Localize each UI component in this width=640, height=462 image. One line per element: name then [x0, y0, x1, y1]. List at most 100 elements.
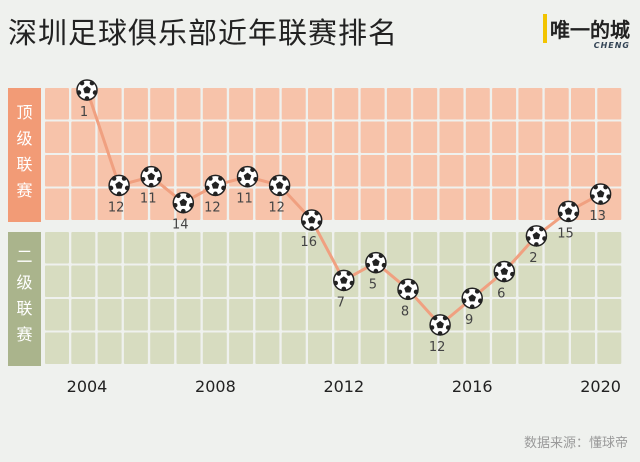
grid-cell: [544, 88, 569, 120]
ball-patch: [205, 185, 210, 191]
grid-cell: [518, 88, 543, 120]
ball-patch: [240, 167, 245, 173]
ball-patch: [245, 182, 250, 188]
grid-cell: [413, 188, 438, 220]
grid-cell: [281, 232, 306, 264]
ball-patch: [603, 184, 608, 190]
ball-patch: [349, 280, 355, 286]
soccer-ball-icon: [429, 314, 451, 336]
grid-cell: [492, 188, 517, 220]
grid-cell: [465, 155, 490, 187]
x-tick-label: 2012: [323, 377, 364, 396]
grid-cell: [308, 332, 332, 364]
grid-cell: [439, 155, 464, 187]
ball-patch: [115, 181, 123, 189]
grid-cell: [123, 88, 148, 120]
grid-cell: [97, 332, 122, 364]
ball-patch: [410, 280, 416, 285]
ball-patch: [429, 325, 435, 330]
grid-cell: [71, 299, 96, 331]
rank-label: 1: [80, 105, 88, 120]
grid-cell: [386, 188, 411, 220]
ball-patch: [314, 210, 319, 216]
grid-cell: [413, 232, 438, 264]
grid-cell: [518, 121, 543, 153]
grid-cell: [45, 155, 69, 187]
ball-patch: [218, 176, 223, 181]
grid-cell: [386, 232, 411, 264]
band-label-bg: [8, 88, 41, 222]
grid-cell: [229, 121, 254, 153]
grid-cell: [97, 265, 122, 297]
ball-patch: [181, 208, 186, 214]
grid-cell: [255, 332, 280, 364]
ball-patch: [309, 226, 315, 231]
rank-label: 12: [268, 200, 285, 215]
grid-cell: [45, 299, 69, 331]
grid-cell: [229, 332, 254, 364]
ball-patch: [250, 167, 255, 173]
grid-cell: [97, 88, 122, 120]
ball-patch: [176, 193, 181, 199]
grid-cell: [45, 332, 69, 364]
ball-patch: [437, 331, 443, 336]
grid-cell: [571, 88, 595, 120]
ball-patch: [317, 220, 323, 225]
grid-cell: [544, 155, 569, 187]
brand-name: 唯一的城: [543, 14, 630, 43]
ball-patch: [445, 325, 451, 330]
ball-patch: [277, 191, 282, 197]
grid-cell: [544, 332, 569, 364]
ball-patch: [468, 294, 477, 302]
grid-cell: [255, 232, 280, 264]
rank-label: 11: [140, 192, 157, 207]
ball-patch: [373, 268, 379, 274]
ball-patch: [341, 286, 347, 292]
grid-cell: [281, 299, 306, 331]
grid-cell: [123, 188, 148, 220]
ball-patch: [542, 236, 547, 241]
grid-cell: [597, 299, 622, 331]
rank-label: 7: [337, 295, 345, 310]
grid-cell: [281, 265, 306, 297]
rank-label: 12: [429, 340, 446, 355]
ball-patch: [510, 271, 515, 277]
grid-cell: [150, 299, 175, 331]
grid-cell: [386, 121, 411, 153]
ball-patch: [185, 193, 191, 199]
grid-cell: [492, 155, 517, 187]
x-tick-label: 2008: [195, 377, 236, 396]
grid-cell: [334, 299, 359, 331]
ball-patch: [506, 262, 512, 267]
grid-cell: [45, 121, 69, 153]
grid-cell: [360, 332, 385, 364]
grid-cell: [308, 121, 332, 153]
ball-patch: [208, 176, 213, 181]
band-label-char: 联: [16, 299, 32, 318]
ball-patch: [590, 194, 595, 199]
ball-patch: [404, 285, 412, 293]
grid-cell: [571, 265, 595, 297]
ball-patch: [469, 304, 475, 310]
ball-patch: [179, 198, 188, 206]
grid-cell: [123, 121, 148, 153]
grid-cell: [176, 155, 201, 187]
grid-cell: [544, 232, 569, 264]
grid-cell: [97, 121, 122, 153]
grid-cell: [492, 121, 517, 153]
grid-cell: [255, 88, 280, 120]
ball-patch: [336, 271, 342, 276]
band-label-char: 级: [16, 273, 32, 292]
x-tick-label: 2004: [67, 377, 108, 396]
rank-label: 12: [108, 200, 125, 215]
ball-patch: [272, 176, 277, 181]
grid-cell: [176, 332, 201, 364]
grid-cell: [202, 88, 227, 120]
grid-cell: [176, 299, 201, 331]
grid-cell: [360, 155, 385, 187]
grid-cell: [281, 188, 306, 220]
soccer-ball-icon: [108, 174, 130, 197]
grid-cell: [597, 265, 622, 297]
rank-label: 15: [557, 226, 574, 241]
